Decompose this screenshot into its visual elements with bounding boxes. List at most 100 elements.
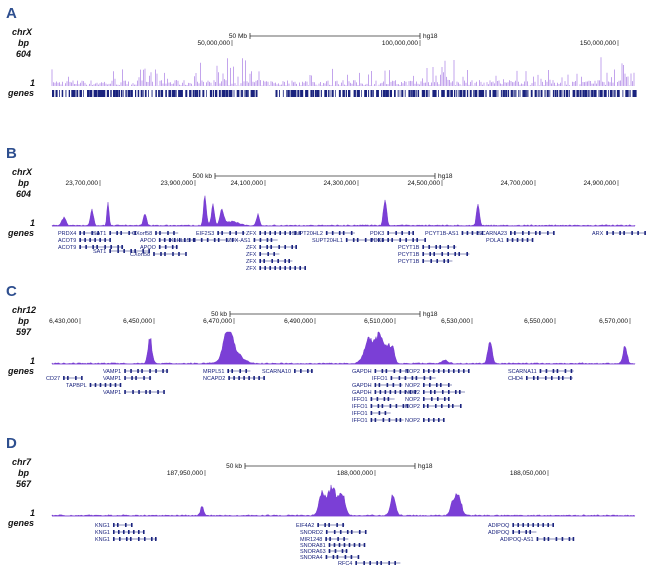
gene-block (526, 90, 528, 97)
exon (370, 404, 373, 408)
exon (606, 231, 608, 235)
gene-label: ADIPOQ (488, 523, 510, 529)
gene-block (72, 90, 75, 97)
gene-block (340, 90, 341, 97)
exon (547, 231, 549, 235)
exon (395, 404, 398, 408)
gene-block (243, 90, 245, 97)
gene-block (608, 90, 610, 97)
exon (369, 561, 371, 565)
gene-block (381, 90, 383, 97)
gene-block (95, 90, 98, 97)
gene-block (537, 90, 539, 97)
panel-letter: D (6, 435, 17, 452)
exon (374, 418, 377, 422)
gene-block (616, 90, 620, 97)
exon (259, 252, 261, 256)
gene-block (522, 90, 525, 97)
gene-block (626, 90, 629, 97)
gene-block (250, 90, 253, 97)
exon (550, 376, 553, 380)
gene-block (423, 90, 426, 97)
exon (459, 404, 462, 408)
exon (331, 231, 334, 235)
exon (387, 397, 390, 401)
exon (148, 249, 150, 253)
gene-block (81, 90, 82, 97)
exon (569, 376, 572, 380)
exon (96, 245, 98, 249)
scale-label: 50 kb (211, 311, 227, 318)
exon (528, 231, 530, 235)
gene-block (279, 90, 280, 97)
exon (117, 245, 119, 249)
exon (350, 555, 353, 559)
gene-block (74, 90, 76, 97)
exon (434, 404, 437, 408)
gene-label: GAPDH (352, 390, 372, 396)
gene-block (122, 90, 124, 97)
gene-block (76, 90, 79, 97)
exon (279, 266, 281, 270)
gene-block (144, 90, 147, 97)
position-label: 187,950,000 (167, 470, 204, 477)
exon (436, 397, 439, 401)
panel-letter: A (6, 5, 17, 22)
gene-block (584, 90, 588, 97)
exon (552, 369, 555, 373)
position-label: 6,470,000 (203, 318, 232, 325)
exon (570, 369, 573, 373)
exon (328, 523, 330, 527)
exon (173, 238, 176, 242)
exon (130, 369, 132, 373)
exon (422, 252, 425, 256)
gene-block (59, 90, 60, 97)
exon (644, 231, 646, 235)
scale-label: 500 kb (192, 173, 212, 180)
exon (623, 231, 625, 235)
exon (526, 238, 529, 242)
gene-block (196, 90, 199, 97)
exon (555, 537, 558, 541)
exon (178, 238, 181, 242)
exon (79, 245, 81, 249)
exon (564, 369, 567, 373)
gene-label: PCYT1B (398, 252, 420, 258)
exon (454, 252, 457, 256)
exon (173, 231, 175, 235)
gene-block (576, 90, 579, 97)
gene-block (539, 90, 541, 97)
exon (150, 537, 153, 541)
gene-label: ZFX-AS1 (228, 238, 251, 244)
exon (336, 523, 338, 527)
exon (429, 252, 432, 256)
gene-label: ZFX (246, 266, 257, 272)
gene-block (185, 90, 188, 97)
gene-block (245, 90, 248, 97)
exon (135, 376, 137, 380)
exon (572, 537, 575, 541)
gene-block (434, 90, 437, 97)
exon (404, 376, 407, 380)
exon (155, 369, 157, 373)
position-label: 24,100,000 (230, 180, 263, 187)
exon (134, 231, 136, 235)
gene-block (603, 90, 607, 97)
exon (269, 231, 271, 235)
gene-block (515, 90, 517, 97)
gene-label: IFFO1 (352, 404, 368, 410)
exon (110, 245, 112, 249)
exon (435, 245, 438, 249)
exon (381, 369, 384, 373)
gene-label: NOP2 (405, 390, 420, 396)
gene-label: EIF2S3 (196, 231, 214, 237)
gene-block (634, 90, 637, 97)
gene-block (236, 90, 240, 97)
gene-block (378, 90, 379, 97)
exon (451, 404, 454, 408)
exon (266, 238, 269, 242)
gene-block (485, 90, 487, 97)
gene-block (312, 90, 315, 97)
panel-letter: C (6, 283, 17, 300)
gene-label: ZFX (246, 259, 257, 265)
